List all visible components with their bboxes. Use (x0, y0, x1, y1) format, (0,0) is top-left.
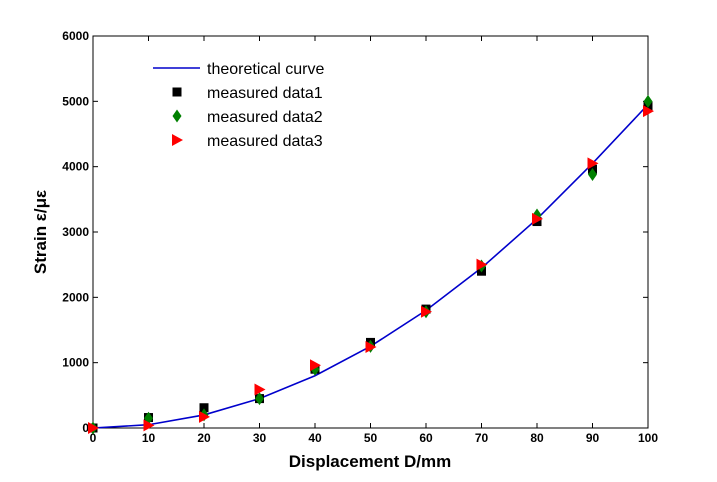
series-line-theoretical-curve (92, 104, 649, 429)
x-tick-label: 60 (419, 431, 433, 445)
legend-marker-measured-data1 (172, 87, 182, 97)
legend-label-measured-data1: measured data1 (207, 85, 323, 102)
axes-layer: 0 10 20 30 40 50 60 70 80 90 100010002000300040005… (62, 29, 658, 445)
y-tick-label: 1000 (62, 356, 89, 370)
y-tick-label: 4000 (62, 160, 89, 174)
legend-label-theoretical-curve: theoretical curve (207, 61, 324, 78)
x-tick-label: 30 (253, 431, 267, 445)
data-point-measured-data3 (254, 383, 266, 396)
data-point-measured-data3 (421, 305, 432, 318)
x-tick-label: 10 (142, 431, 156, 445)
x-tick-label: 40 (308, 431, 322, 445)
y-tick-label: 0 (82, 421, 89, 435)
x-tick-label: 100 (638, 431, 658, 445)
y-tick-label: 5000 (62, 94, 89, 108)
data-point-measured-data3 (365, 340, 377, 353)
legend-marker-measured-data3 (172, 134, 183, 146)
y-tick-label: 3000 (62, 225, 89, 239)
x-tick-label: 90 (586, 431, 600, 445)
x-tick-label: 0 (90, 431, 97, 445)
data-point-measured-data2 (255, 392, 264, 406)
y-tick-label: 2000 (62, 290, 89, 304)
data-point-measured-data2 (588, 168, 597, 182)
y-tick-label: 6000 (62, 29, 89, 43)
data-point-measured-data3 (310, 359, 321, 372)
data-point-measured-data3 (143, 419, 155, 432)
legend-marker-measured-data2 (172, 109, 182, 123)
data-point-measured-data2 (643, 94, 653, 108)
x-tick-label: 80 (530, 431, 544, 445)
data-point-measured-data3 (587, 157, 599, 170)
data-point-measured-data1 (199, 403, 209, 413)
legend-label-measured-data3: measured data3 (207, 133, 323, 150)
x-tick-label: 50 (364, 431, 378, 445)
data-point-measured-data3 (532, 212, 543, 225)
legend: theoretical curve measured data1 measured … (153, 61, 324, 150)
data-point-measured-data3 (88, 422, 99, 434)
data-point-measured-data3 (643, 105, 654, 118)
data-point-measured-data3 (476, 258, 488, 271)
x-tick-label: 20 (197, 431, 211, 445)
data-point-measured-data3 (199, 410, 210, 423)
x-axis-title: Displacement D/mm (289, 452, 452, 471)
y-axis-title: Strain ε/με (31, 190, 50, 274)
series-layer (88, 94, 654, 435)
x-tick-label: 70 (475, 431, 489, 445)
legend-label-measured-data2: measured data2 (207, 109, 323, 126)
